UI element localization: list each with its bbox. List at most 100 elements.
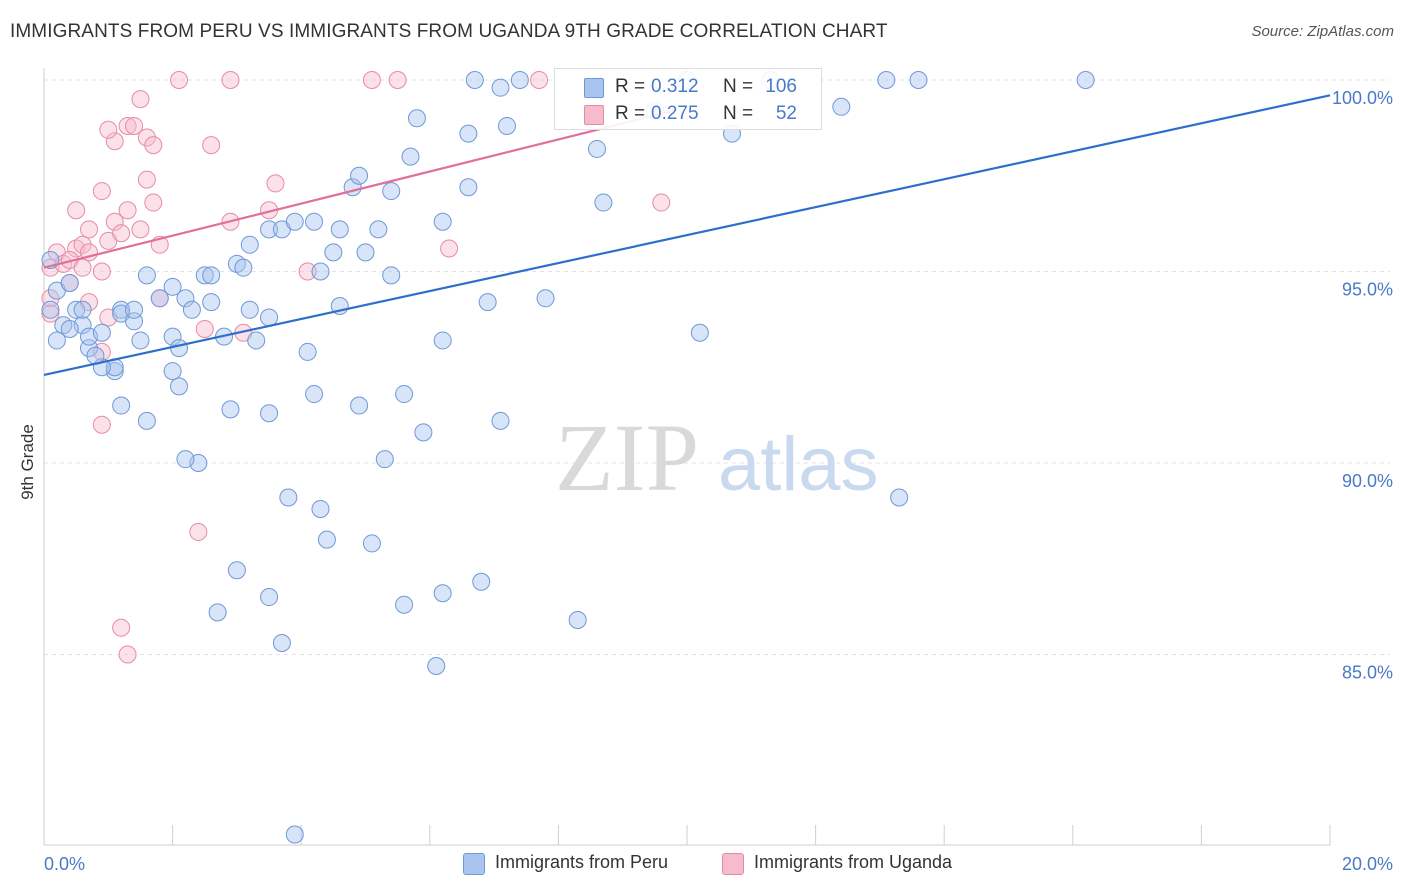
uganda-swatch: [722, 853, 744, 875]
legend-label: Immigrants from Peru: [495, 852, 669, 872]
peru-point: [362, 534, 381, 553]
peru-point: [234, 258, 253, 277]
peru-point: [832, 97, 851, 116]
uganda-point: [112, 618, 131, 637]
uganda-point: [105, 132, 124, 151]
watermark: ZIP atlas: [555, 404, 879, 511]
stats-row-uganda: R = 0.275 N = 52: [555, 101, 821, 127]
peru-point: [298, 342, 317, 361]
uganda-point: [92, 415, 111, 434]
peru-point: [221, 400, 240, 419]
uganda-point: [362, 71, 381, 89]
peru-point: [491, 411, 510, 430]
uganda-point: [118, 645, 137, 664]
peru-point: [240, 300, 259, 319]
r-value: 0.275: [651, 103, 699, 124]
uganda-point: [266, 174, 285, 193]
peru-point: [240, 235, 259, 254]
axes: [43, 68, 1331, 846]
peru-point: [47, 331, 66, 350]
n-label: N =: [723, 76, 754, 97]
x-tick-label: 20.0%: [1342, 854, 1393, 874]
y-tick-label: 100.0%: [1332, 88, 1393, 108]
watermark-zip: ZIP: [555, 404, 699, 511]
uganda-point: [144, 136, 163, 155]
peru-point: [497, 116, 516, 135]
peru-point: [1076, 71, 1095, 89]
peru-point: [227, 561, 246, 580]
peru-point: [433, 331, 452, 350]
peru-point: [433, 212, 452, 231]
peru-point: [60, 273, 79, 292]
uganda-point: [137, 128, 156, 147]
peru-point: [317, 530, 336, 549]
peru-point: [311, 262, 330, 281]
peru-swatch: [463, 853, 485, 875]
y-tick-label: 95.0%: [1342, 280, 1393, 300]
y-tick-label: 90.0%: [1342, 471, 1393, 491]
peru-point: [305, 385, 324, 404]
peru-point: [163, 327, 182, 346]
peru-point: [60, 319, 79, 338]
peru-point: [690, 323, 709, 342]
uganda-point: [195, 319, 214, 338]
r-label: R =: [615, 103, 646, 124]
peru-point: [272, 634, 291, 653]
peru-point: [510, 71, 529, 89]
peru-point: [137, 266, 156, 285]
uganda-point: [41, 304, 60, 323]
peru-point: [260, 588, 279, 607]
peru-point: [877, 71, 896, 89]
peru-point: [909, 71, 928, 89]
uganda-point: [652, 193, 671, 212]
peru-point: [260, 308, 279, 327]
uganda-trend-line: [43, 109, 675, 269]
peru-point: [92, 323, 111, 342]
uganda-swatch: [584, 105, 604, 125]
uganda-point: [105, 212, 124, 231]
peru-point: [350, 396, 369, 415]
source-credit: Source: ZipAtlas.com: [1251, 23, 1394, 40]
peru-point: [195, 266, 214, 285]
uganda-point: [298, 262, 317, 281]
peru-point: [163, 362, 182, 381]
peru-point: [536, 289, 555, 308]
uganda-point: [530, 71, 549, 89]
peru-point: [285, 825, 304, 844]
n-label: N =: [723, 103, 754, 124]
uganda-point: [80, 220, 99, 239]
peru-point: [395, 385, 414, 404]
peru-point: [208, 603, 227, 622]
peru-point: [170, 339, 189, 358]
uganda-point: [92, 262, 111, 281]
peru-point: [279, 488, 298, 507]
peru-point: [311, 499, 330, 518]
peru-point: [137, 411, 156, 430]
uganda-point: [118, 201, 137, 220]
peru-point: [414, 423, 433, 442]
grid-lines: [44, 79, 1390, 655]
peru-swatch: [584, 78, 604, 98]
peru-point: [170, 377, 189, 396]
peru-points: [41, 71, 1095, 844]
peru-point: [587, 139, 606, 158]
peru-point: [112, 300, 131, 319]
uganda-points: [41, 71, 671, 664]
peru-trend-line: [43, 94, 1331, 376]
uganda-point: [131, 220, 150, 239]
peru-point: [356, 243, 375, 262]
uganda-point: [92, 182, 111, 201]
peru-point: [491, 78, 510, 97]
peru-point: [176, 450, 195, 469]
peru-point: [67, 300, 86, 319]
peru-point: [131, 331, 150, 350]
uganda-point: [202, 136, 221, 155]
peru-point: [459, 124, 478, 143]
uganda-point: [189, 522, 208, 541]
peru-point: [260, 220, 279, 239]
r-label: R =: [615, 76, 646, 97]
uganda-point: [131, 90, 150, 109]
peru-point: [890, 488, 909, 507]
peru-point: [247, 331, 266, 350]
uganda-point: [99, 120, 118, 139]
